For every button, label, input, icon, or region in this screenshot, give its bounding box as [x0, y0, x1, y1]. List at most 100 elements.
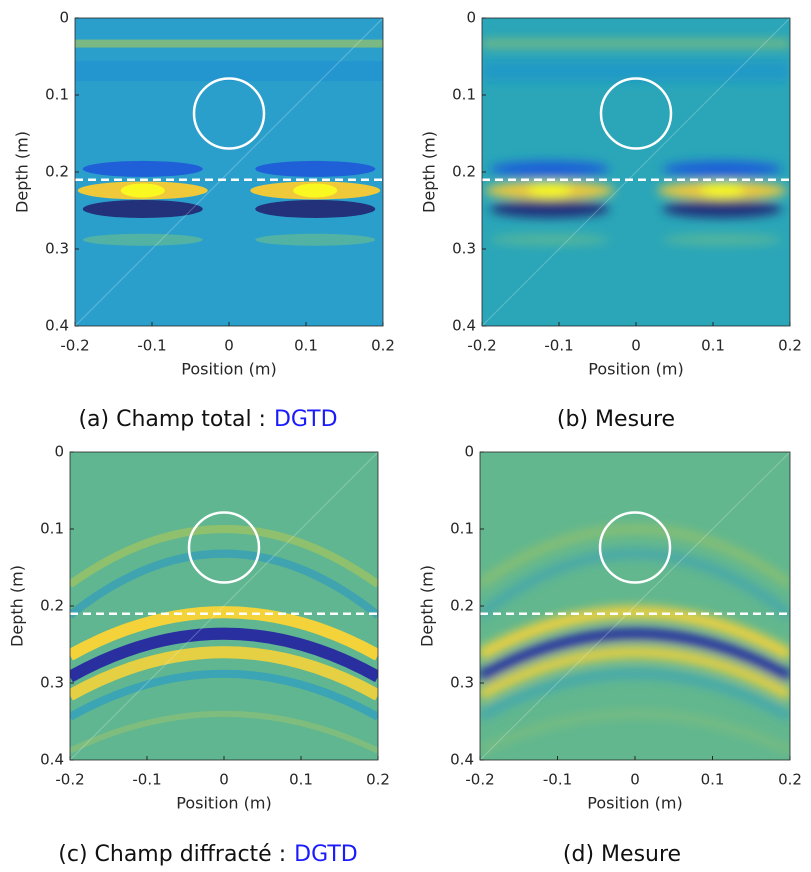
blob: [489, 233, 610, 246]
x-tick-label: -0.1: [132, 771, 161, 789]
x-axis-label: Position (m): [181, 360, 276, 379]
y-tick-label: 0.2: [40, 597, 64, 615]
arc: [480, 710, 790, 754]
heatmap-texture: [70, 525, 378, 754]
y-tick-label: 0.4: [450, 751, 474, 769]
band: [482, 39, 790, 48]
y-axis-label: Depth (m): [418, 565, 437, 647]
target-outline: [187, 511, 261, 584]
arc: [480, 549, 790, 619]
blob: [662, 160, 783, 177]
y-tick-label: 0.3: [450, 674, 474, 692]
arc: [480, 669, 790, 721]
arc: [480, 627, 790, 683]
blob: [293, 183, 338, 198]
y-tick-label: 0.3: [452, 240, 476, 258]
x-tick-label: -0.1: [543, 771, 572, 789]
blob: [700, 183, 745, 198]
target-outline: [598, 511, 672, 584]
y-tick-label: 0: [54, 443, 64, 461]
blob: [527, 183, 572, 198]
y-tick-label: 0.1: [40, 520, 64, 538]
y-tick-label: 0.4: [45, 317, 69, 335]
y-tick-label: 0.3: [40, 674, 64, 692]
blob: [82, 160, 203, 177]
heatmap: [480, 452, 790, 760]
blob: [489, 160, 610, 177]
band: [482, 61, 790, 82]
x-tick-label: -0.2: [465, 771, 494, 789]
heatmap-texture: [480, 525, 790, 754]
x-tick-label: -0.2: [467, 337, 496, 355]
y-tick-label: 0.2: [45, 163, 69, 181]
x-tick-label: 0.1: [294, 337, 318, 355]
arc: [70, 606, 378, 661]
heatmap-background: [480, 452, 790, 760]
x-tick-label: -0.1: [137, 337, 166, 355]
heatmap-texture: [482, 39, 790, 246]
arc: [480, 646, 790, 701]
heatmap-texture: [75, 39, 383, 246]
target-outline: [192, 77, 266, 150]
blob: [255, 160, 376, 177]
x-axis-label: Position (m): [176, 794, 271, 813]
caption: (b) Mesure: [557, 407, 675, 432]
x-axis-label: Position (m): [588, 360, 683, 379]
y-axis-label: Depth (m): [420, 131, 439, 213]
heatmap: [75, 18, 383, 326]
x-tick-label: -0.2: [55, 771, 84, 789]
x-tick-label: 0: [631, 337, 641, 355]
diagonal-artifact: [70, 452, 378, 760]
x-tick-label: 0.2: [366, 771, 390, 789]
arc: [70, 710, 378, 754]
band: [75, 61, 383, 82]
blob: [489, 199, 610, 218]
blob: [255, 199, 376, 218]
x-tick-label: 0.1: [701, 771, 725, 789]
x-tick-label: 0.2: [371, 337, 395, 355]
arc: [480, 525, 790, 588]
x-tick-label: 0.2: [778, 771, 802, 789]
y-tick-label: 0.1: [452, 86, 476, 104]
blob: [82, 233, 203, 246]
y-tick-label: 0.1: [450, 520, 474, 538]
heatmap-background: [70, 452, 378, 760]
blob: [82, 199, 203, 218]
diagonal-artifact: [75, 18, 383, 326]
heatmap: [70, 452, 378, 760]
caption-highlight: DGTD: [274, 407, 338, 432]
diagonal-artifact: [480, 452, 790, 760]
x-tick-label: -0.2: [60, 337, 89, 355]
y-tick-label: 0.4: [452, 317, 476, 335]
arc: [480, 606, 790, 661]
arc: [70, 646, 378, 701]
x-tick-label: 0: [219, 771, 229, 789]
arc: [70, 627, 378, 683]
y-axis-label: Depth (m): [8, 565, 27, 647]
x-axis-label: Position (m): [587, 794, 682, 813]
blob: [662, 233, 783, 246]
y-tick-label: 0: [466, 9, 476, 27]
x-tick-label: 0.1: [289, 771, 313, 789]
y-axis-label: Depth (m): [13, 131, 32, 213]
caption-text: (a) Champ total :: [78, 407, 266, 432]
arc: [70, 669, 378, 721]
diagonal-artifact: [482, 18, 790, 326]
blob: [662, 199, 783, 218]
blob: [255, 233, 376, 246]
caption: (c) Champ diffracté : DGTD: [58, 842, 357, 867]
y-tick-label: 0.2: [450, 597, 474, 615]
y-tick-label: 0.4: [40, 751, 64, 769]
caption-highlight: DGTD: [294, 842, 358, 867]
caption: (a) Champ total : DGTD: [78, 407, 337, 432]
y-tick-label: 0: [464, 443, 474, 461]
y-tick-label: 0.3: [45, 240, 69, 258]
caption-text: (c) Champ diffracté :: [58, 842, 286, 867]
x-tick-label: 0.2: [778, 337, 802, 355]
y-tick-label: 0.2: [452, 163, 476, 181]
x-tick-label: -0.1: [544, 337, 573, 355]
caption: (d) Mesure: [563, 842, 681, 867]
arc: [70, 549, 378, 619]
x-tick-label: 0: [224, 337, 234, 355]
